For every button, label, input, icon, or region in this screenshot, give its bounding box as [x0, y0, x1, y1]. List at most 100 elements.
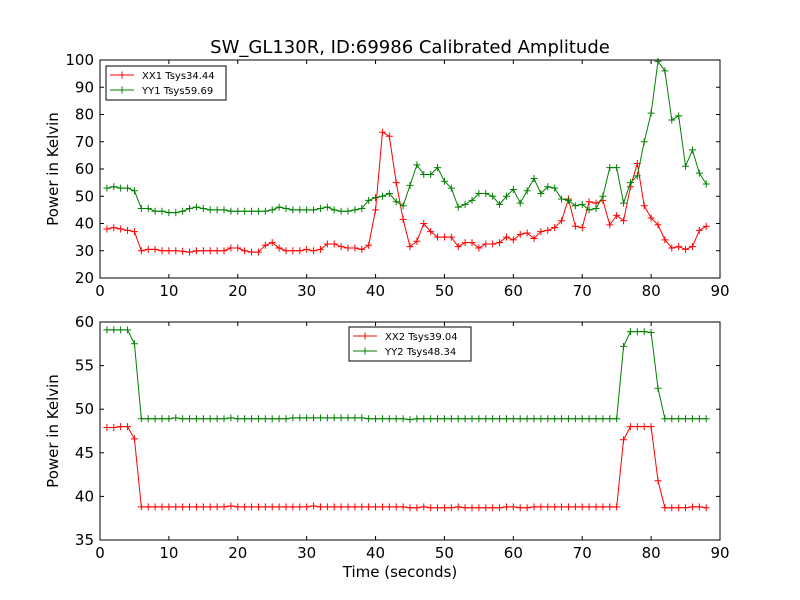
data-point	[695, 169, 703, 177]
x-tick-label: 0	[95, 282, 105, 300]
data-point	[468, 196, 476, 204]
data-point	[558, 503, 566, 511]
data-point	[385, 132, 393, 140]
data-point	[337, 414, 345, 422]
data-point	[303, 245, 311, 253]
data-point	[640, 138, 648, 146]
data-point	[688, 415, 696, 423]
data-point	[289, 503, 297, 511]
y-tick-label: 45	[75, 444, 94, 462]
data-point	[330, 503, 338, 511]
data-point	[489, 415, 497, 423]
x-tick-label: 70	[573, 282, 592, 300]
data-point	[475, 190, 483, 198]
x-tick-label: 60	[504, 282, 523, 300]
series-line	[106, 426, 707, 509]
data-point	[227, 502, 235, 510]
data-point	[378, 192, 386, 200]
data-point	[434, 504, 442, 512]
data-point	[468, 415, 476, 423]
data-point	[537, 190, 545, 198]
data-point	[661, 236, 669, 244]
data-point	[620, 342, 628, 350]
data-point	[179, 503, 187, 511]
data-point	[454, 415, 462, 423]
data-point	[440, 415, 448, 423]
data-point	[695, 503, 703, 511]
chart-panel-1: 0 10 20 30 40 50 60 70 80 90 20 30 40 50 60 70 80 90 100 Po…	[44, 51, 730, 300]
data-point	[330, 414, 338, 422]
data-point	[351, 503, 359, 511]
x-tick-label: 20	[228, 544, 247, 562]
data-point	[654, 57, 662, 65]
data-point	[296, 206, 304, 214]
legend-marker	[361, 347, 369, 355]
data-point	[523, 229, 531, 237]
data-point	[392, 179, 400, 187]
data-point	[454, 203, 462, 211]
data-point	[427, 504, 435, 512]
data-point	[110, 183, 118, 191]
data-point	[254, 503, 262, 511]
y-tick-label: 60	[75, 313, 94, 331]
data-point	[275, 203, 283, 211]
legend: XX1 Tsys34.44 YY1 Tsys59.69	[105, 65, 227, 101]
data-point	[248, 207, 256, 215]
data-point	[275, 503, 283, 511]
data-point	[661, 415, 669, 423]
data-point	[406, 416, 414, 424]
data-point	[675, 504, 683, 512]
data-point	[351, 414, 359, 422]
data-point	[406, 181, 414, 189]
data-point	[110, 326, 118, 334]
data-point	[378, 415, 386, 423]
data-point	[165, 247, 173, 255]
data-point	[578, 200, 586, 208]
data-point	[103, 424, 111, 432]
data-point	[172, 209, 180, 217]
data-point	[351, 206, 359, 214]
data-point	[668, 244, 676, 252]
data-point	[502, 415, 510, 423]
data-point	[482, 240, 490, 248]
data-point	[523, 415, 531, 423]
data-point	[633, 328, 641, 336]
x-tick-label: 60	[504, 544, 523, 562]
x-tick-label: 80	[642, 544, 661, 562]
data-point	[688, 146, 696, 154]
data-point	[130, 228, 138, 236]
data-point	[358, 503, 366, 511]
data-point	[682, 504, 690, 512]
data-point	[558, 195, 566, 203]
data-point	[144, 205, 152, 213]
data-point	[117, 184, 125, 192]
data-point	[227, 207, 235, 215]
data-point	[434, 233, 442, 241]
data-point	[516, 504, 524, 512]
data-point	[261, 241, 269, 249]
x-axis-label: Time (seconds)	[342, 563, 458, 581]
data-point	[537, 503, 545, 511]
data-point	[179, 207, 187, 215]
data-point	[482, 504, 490, 512]
data-point	[558, 217, 566, 225]
data-point	[468, 504, 476, 512]
series-line	[106, 131, 707, 253]
data-point	[282, 205, 290, 213]
data-point	[206, 503, 214, 511]
data-point	[413, 504, 421, 512]
data-point	[620, 199, 628, 207]
data-point	[220, 415, 228, 423]
data-point	[296, 503, 304, 511]
figure-title: SW_GL130R, ID:69986 Calibrated Amplitude	[210, 37, 610, 58]
data-point	[179, 247, 187, 255]
y-tick-label: 35	[75, 531, 94, 549]
data-point	[234, 207, 242, 215]
data-point	[378, 128, 386, 136]
data-point	[186, 205, 194, 213]
data-point	[158, 503, 166, 511]
data-point	[551, 415, 559, 423]
data-point	[254, 207, 262, 215]
data-point	[551, 503, 559, 511]
